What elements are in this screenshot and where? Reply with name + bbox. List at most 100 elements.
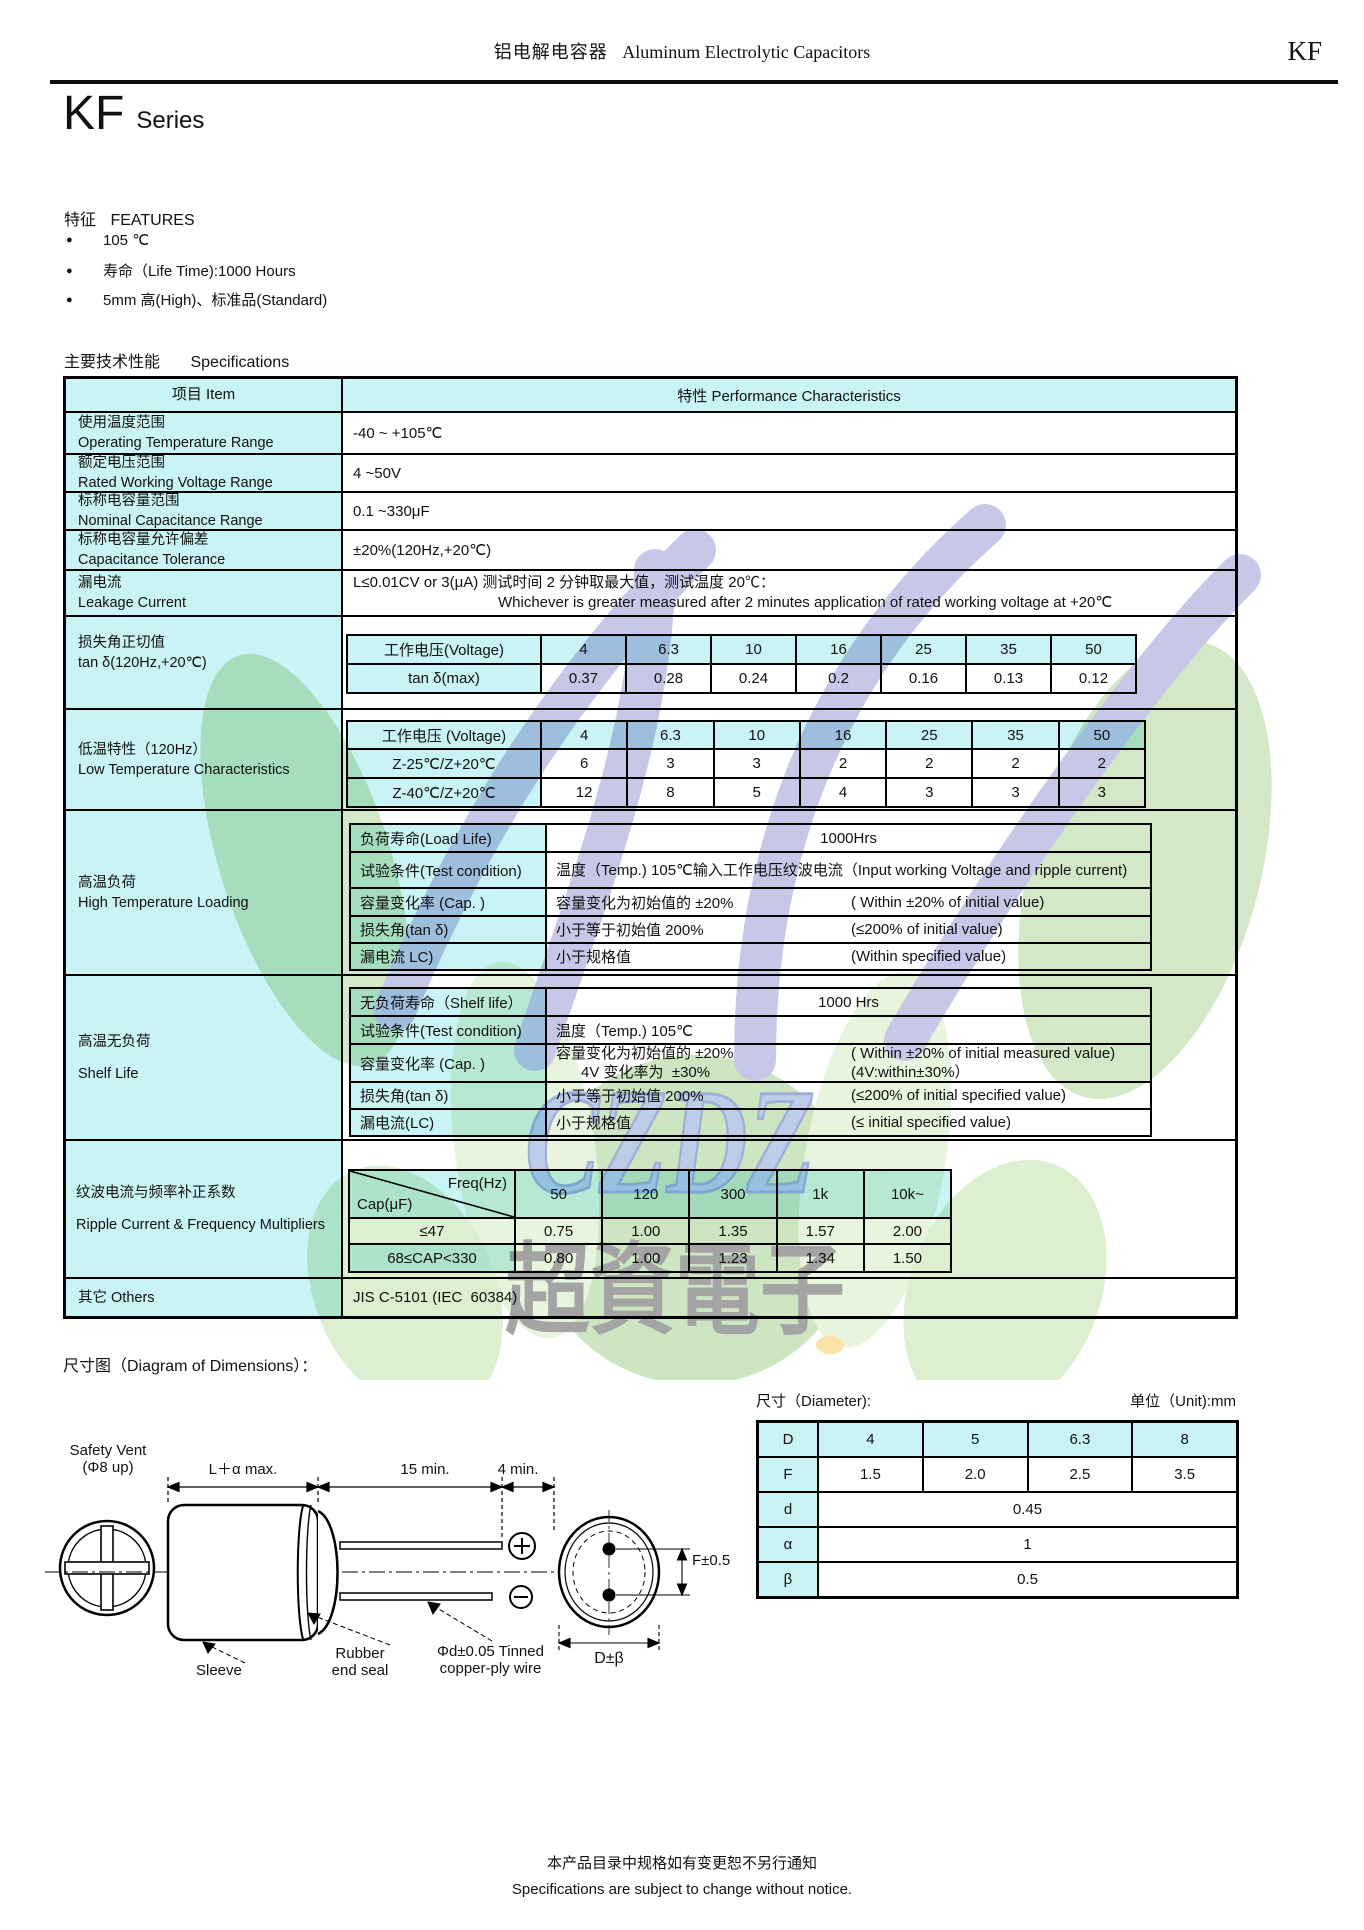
leakage-limit-en: (Within specified value) bbox=[851, 948, 1007, 965]
z40-value: 8 bbox=[626, 779, 712, 806]
column-header-performance: 特性 Performance Characteristics bbox=[343, 379, 1235, 411]
dim-label-alpha: α bbox=[759, 1528, 817, 1561]
features-heading-en: FEATURES bbox=[110, 212, 195, 229]
dim-row-d: d 0.45 bbox=[759, 1491, 1236, 1526]
min4-label: 4 min. bbox=[497, 1461, 539, 1478]
leakage-limit-cn: 小于规格值 bbox=[556, 949, 632, 966]
document-title-cn: 铝电解电容器 bbox=[493, 42, 608, 62]
tan-delta-max-label: tan δ(max) bbox=[348, 665, 540, 692]
voltage-col: 6.3 bbox=[626, 722, 713, 748]
capacitor-diagram bbox=[45, 1477, 690, 1664]
row-value: 0.1 ~330μF bbox=[343, 493, 1235, 529]
cap-change-cn1: 容量变化为初始值的 ±20% bbox=[556, 1045, 734, 1062]
voltage-col: 35 bbox=[965, 636, 1050, 663]
voltage-col: 4 bbox=[540, 722, 627, 748]
leakage-limit-label: 漏电流 LC) bbox=[351, 944, 545, 969]
tan-delta-value: 0.12 bbox=[1050, 665, 1135, 692]
cap-range-label: 68≤CAP<330 bbox=[350, 1245, 514, 1271]
series-name: KF bbox=[63, 87, 125, 140]
cap-change-value: 容量变化为初始值的 ±20% ( Within ±20% of initial m… bbox=[545, 1045, 1150, 1081]
d-dimension bbox=[557, 1625, 661, 1653]
row-label-en: Low Temperature Characteristics bbox=[78, 761, 290, 778]
dim-table-caption: 尺寸（Diameter): 单位（Unit):mm bbox=[756, 1390, 1236, 1411]
cap-change-cn2: 4V 变化率为 ±30% bbox=[556, 1064, 711, 1081]
l-alpha-label: L＋α max. bbox=[208, 1461, 278, 1478]
dimension-lines bbox=[166, 1477, 556, 1539]
multiplier-value: 2.00 bbox=[862, 1219, 950, 1243]
cap-range-label: ≤47 bbox=[419, 1222, 445, 1240]
tan-delta-value: 0.37 bbox=[540, 665, 625, 692]
row-label-cn: 标称电容量允许偏差 bbox=[78, 532, 209, 548]
features-heading: 特征 FEATURES bbox=[64, 206, 195, 230]
test-condition-label: 试验条件(Test condition) bbox=[351, 853, 545, 887]
leakage-limit-cn: 小于规格值 bbox=[556, 1115, 632, 1132]
table-row-others: 其它 Others JIS C-5101 (IEC 60384) bbox=[66, 1277, 1235, 1316]
cap-change-en2: (4V:within±30%） bbox=[851, 1064, 970, 1081]
row-label-en: Capacitance Tolerance bbox=[78, 552, 226, 568]
row-label-en: High Temperature Loading bbox=[78, 894, 249, 911]
row-label-en: Operating Temperature Range bbox=[78, 435, 274, 451]
row-label-en: Leakage Current bbox=[78, 595, 187, 611]
row-label: 标称电容量允许偏差 Capacitance Tolerance bbox=[66, 531, 343, 569]
freq-label: Freq(Hz) bbox=[447, 1175, 507, 1192]
leakage-line1: L≤0.01CV or 3(μA) 测试时间 2 分钟取最大值，测试温度 20℃… bbox=[353, 574, 775, 591]
z25-value: 3 bbox=[712, 750, 799, 777]
multiplier-value: 1.00 bbox=[601, 1245, 688, 1271]
voltage-col: 50 bbox=[1050, 636, 1135, 663]
subtable-header-row: 工作电压 (Voltage) 4 6.3 10 16 25 35 50 bbox=[348, 722, 1144, 748]
table-row: 标称电容量范围 Nominal Capacitance Range 0.1 ~3… bbox=[66, 491, 1235, 529]
specifications-heading-en: Specifications bbox=[190, 354, 290, 371]
leakage-limit-value: 小于规格值 (Within specified value) bbox=[545, 944, 1150, 969]
load-life-label: 负荷寿命(Load Life) bbox=[351, 825, 545, 851]
row-label: 标称电容量范围 Nominal Capacitance Range bbox=[66, 493, 343, 529]
cap-change-label: 容量变化率 (Cap. ) bbox=[351, 889, 545, 915]
high-temp-subtable: 负荷寿命(Load Life) 1000Hrs 试验条件(Test condit… bbox=[349, 823, 1152, 971]
tan-delta-limit-value: 小于等于初始值 200% (≤200% of initial value) bbox=[545, 917, 1150, 942]
multiplier-value: 1.57 bbox=[775, 1219, 863, 1243]
temp-range-value: -40 ~ +105℃ bbox=[353, 425, 443, 442]
watermark-dot bbox=[816, 1336, 844, 1354]
voltage-col: 50 bbox=[1057, 722, 1144, 748]
table-row-high-temp: 高温负荷 High Temperature Loading 负荷寿命(Load … bbox=[66, 809, 1235, 974]
others-label: 其它 Others bbox=[78, 1289, 155, 1306]
tan-delta-subtable: 工作电压(Voltage) 4 6.3 10 16 25 35 50 tan δ… bbox=[346, 634, 1137, 694]
subtable-row: 无负荷寿命（Shelf life） 1000 Hrs bbox=[351, 989, 1150, 1015]
z25-value: 2 bbox=[885, 750, 971, 777]
safety-vent-view bbox=[58, 1519, 156, 1617]
z40-label: Z-40℃/Z+20℃ bbox=[348, 779, 540, 806]
dim-label-F: F bbox=[759, 1458, 817, 1491]
minus-polarity-icon bbox=[509, 1585, 533, 1609]
table-row-ripple: 纹波电流与频率补正系数 Ripple Current & Frequency M… bbox=[66, 1139, 1235, 1277]
row-label-en: Rated Working Voltage Range bbox=[78, 475, 273, 491]
subtable-row: 容量变化率 (Cap. ) 容量变化为初始值的 ±20% ( Within ±20… bbox=[351, 887, 1150, 915]
row-label-cn: 漏电流 bbox=[78, 575, 122, 591]
test-condition-value: 温度（Temp.) 105℃输入工作电压纹波电流（Input working V… bbox=[545, 853, 1150, 887]
specifications-heading: 主要技术性能 Specifications bbox=[64, 348, 289, 372]
row-label: 损失角正切值 tan δ(120Hz,+20℃) bbox=[66, 617, 343, 708]
freq-col: 1k bbox=[775, 1171, 863, 1217]
voltage-col: 16 bbox=[795, 636, 880, 663]
z25-value: 3 bbox=[626, 750, 712, 777]
dim-label-beta: β bbox=[759, 1563, 817, 1596]
multiplier-value: 1.50 bbox=[862, 1245, 950, 1271]
wire-label: Φd±0.05 Tinned copper-ply wire bbox=[418, 1643, 563, 1677]
bullet-icon: ● bbox=[66, 264, 73, 277]
min15-label: 15 min. bbox=[400, 1461, 450, 1478]
subtable-value-row: Z-25℃/Z+20℃ 6 3 3 2 2 2 2 bbox=[348, 748, 1144, 777]
safety-vent-line1: Safety Vent bbox=[69, 1442, 147, 1459]
leader-lines bbox=[202, 1601, 493, 1664]
feature-item: ● 5mm 高(High)、标准品(Standard) bbox=[66, 289, 327, 310]
voltage-col: 10 bbox=[712, 722, 799, 748]
dim-value: 4 bbox=[817, 1423, 922, 1456]
dim-value: 5 bbox=[921, 1423, 1027, 1456]
freq-col: 120 bbox=[601, 1171, 689, 1217]
voltage-col: 6.3 bbox=[625, 636, 710, 663]
diameter-caption: 尺寸（Diameter): bbox=[756, 1393, 872, 1410]
row-label: 漏电流 Leakage Current bbox=[66, 571, 343, 615]
z40-value: 3 bbox=[1057, 779, 1144, 806]
table-row-low-temp: 低温特性（120Hz） Low Temperature Characterist… bbox=[66, 708, 1235, 809]
bottom-view bbox=[557, 1510, 661, 1635]
subtable-header-row: 工作电压(Voltage) 4 6.3 10 16 25 35 50 bbox=[348, 636, 1135, 663]
leakage-limit-label: 漏电流(LC) bbox=[351, 1110, 545, 1135]
